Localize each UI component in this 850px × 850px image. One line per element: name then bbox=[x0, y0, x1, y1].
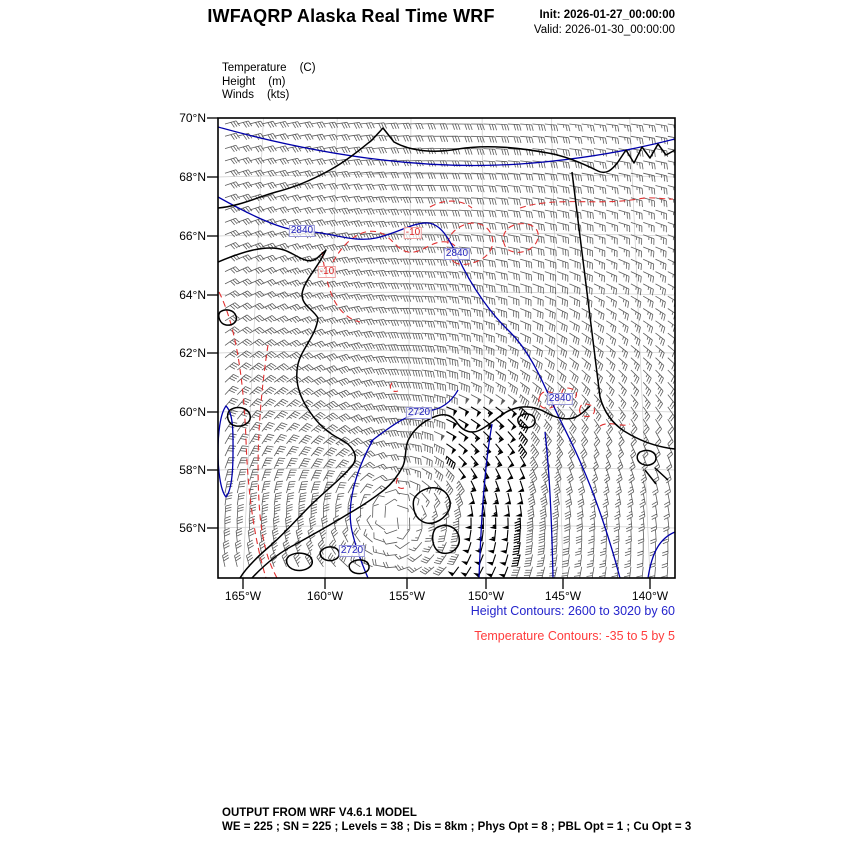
valid-timestamp: Valid: 2026-01-30_00:00:00 bbox=[533, 24, 675, 36]
legend-unit: (m) bbox=[268, 75, 286, 88]
lon-label: 140°W bbox=[631, 589, 669, 603]
lat-label: 56°N bbox=[179, 521, 206, 535]
map-layers bbox=[218, 118, 675, 578]
height-contour-label: 2840 bbox=[288, 225, 316, 237]
strong-wind-barbs bbox=[445, 406, 530, 578]
coastlines bbox=[218, 127, 675, 578]
temperature-contours bbox=[218, 197, 674, 578]
axis-ticks bbox=[207, 117, 651, 589]
lat-label: 60°N bbox=[179, 405, 206, 419]
temperature-contour-label: -10 bbox=[317, 266, 337, 278]
height-contour-label: 2840 bbox=[546, 393, 574, 405]
lat-label: 62°N bbox=[179, 346, 206, 360]
legend-variable: Temperature bbox=[222, 62, 287, 74]
variable-legend: Temperature (C) Height (m) Winds (kts) bbox=[222, 62, 316, 103]
lat-label: 64°N bbox=[179, 288, 206, 302]
model-output-line: OUTPUT FROM WRF V4.6.1 MODEL bbox=[222, 807, 417, 819]
lon-label: 160°W bbox=[306, 589, 344, 603]
lon-label: 165°W bbox=[224, 589, 262, 603]
legend-item-winds: Winds (kts) bbox=[222, 89, 316, 103]
legend-item-height: Height (m) bbox=[222, 76, 316, 90]
model-config-line: WE = 225 ; SN = 225 ; Levels = 38 ; Dis … bbox=[222, 820, 692, 833]
lat-label: 68°N bbox=[179, 170, 206, 184]
height-contours-note: Height Contours: 2600 to 3020 by 60 bbox=[470, 604, 675, 618]
lat-label: 66°N bbox=[179, 229, 206, 243]
init-valid-block: Init: 2026-01-27_00:00:00 Valid: 2026-01… bbox=[534, 8, 675, 38]
legend-item-temperature: Temperature (C) bbox=[222, 62, 316, 76]
wind-barbs bbox=[222, 120, 675, 578]
temperature-contour-label: -10 bbox=[403, 227, 423, 239]
legend-unit: (C) bbox=[299, 62, 316, 74]
lat-label: 58°N bbox=[179, 463, 206, 477]
lon-label: 155°W bbox=[388, 589, 426, 603]
plot-title: IWFAQRP Alaska Real Time WRF bbox=[207, 6, 495, 26]
lon-label: 150°W bbox=[467, 589, 505, 603]
height-contour-label: 2840 bbox=[443, 248, 471, 260]
lat-label: 70°N bbox=[179, 111, 206, 125]
init-timestamp: Init: 2026-01-27_00:00:00 bbox=[539, 9, 675, 21]
temperature-contours-note: Temperature Contours: -35 to 5 by 5 bbox=[474, 629, 675, 643]
model-footer: OUTPUT FROM WRF V4.6.1 MODEL WE = 225 ; … bbox=[222, 807, 691, 834]
legend-variable: Winds bbox=[222, 89, 254, 101]
legend-unit: (kts) bbox=[266, 89, 290, 101]
lon-label: 145°W bbox=[544, 589, 582, 603]
height-contour-label: 2720 bbox=[405, 407, 433, 419]
legend-variable: Height bbox=[222, 75, 256, 88]
height-contour-label: 2720 bbox=[338, 545, 366, 557]
map-border bbox=[217, 117, 676, 579]
